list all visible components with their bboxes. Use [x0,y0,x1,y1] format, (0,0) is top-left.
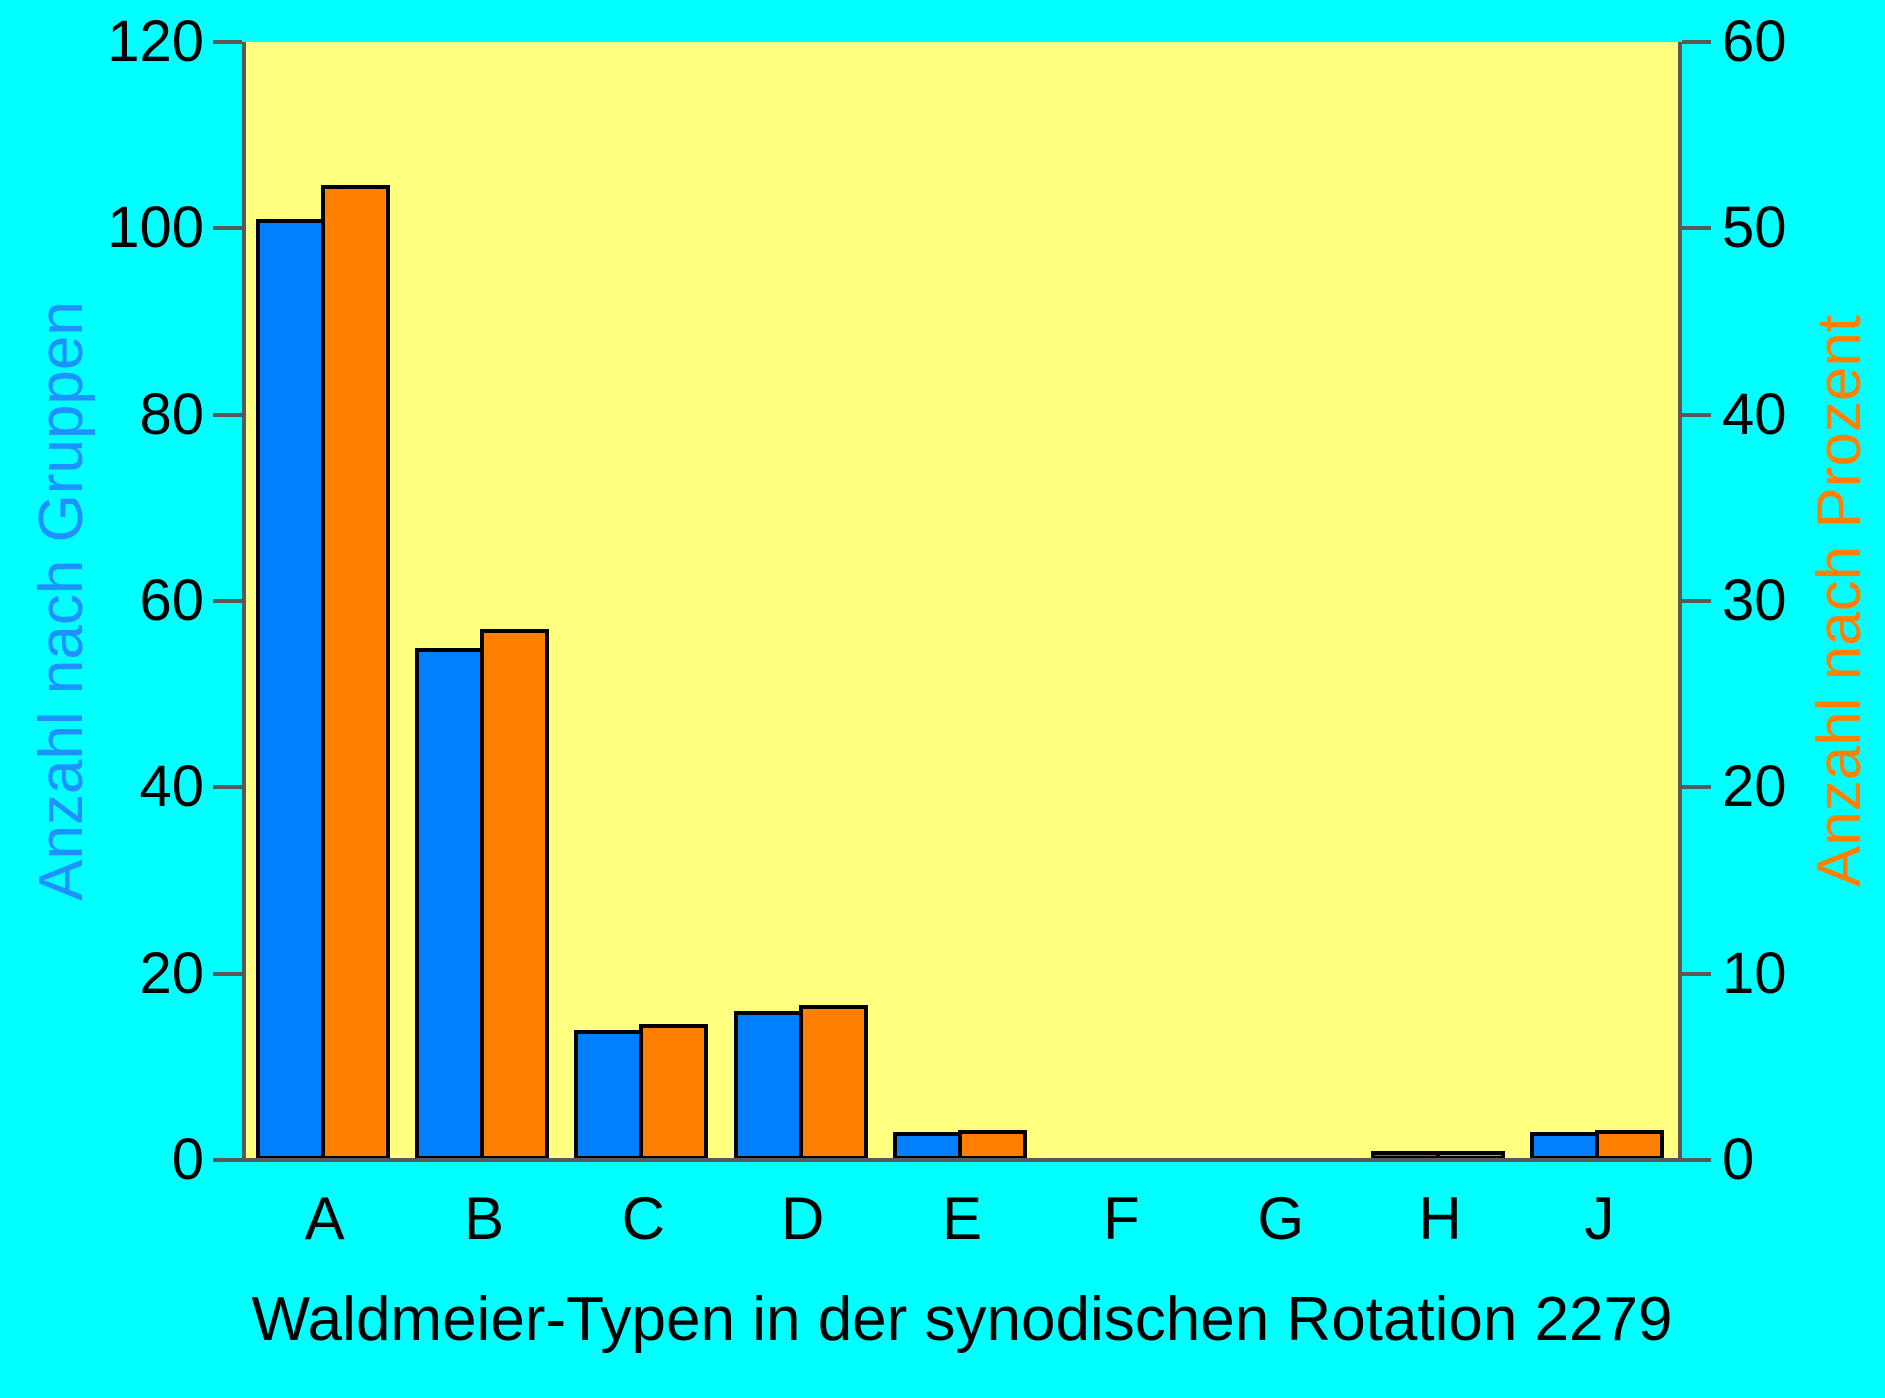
right-tick-label-20: 20 [1722,754,1787,819]
left-axis-title: Anzahl nach Gruppen [27,301,96,901]
right-tick-40 [1682,413,1711,417]
right-axis-line [1678,42,1682,1162]
bar-A-percent [320,185,390,1160]
left-tick-label-20: 20 [139,941,204,1006]
bar-E-percent [958,1130,1027,1160]
left-axis-line [242,42,246,1162]
bar-E-count [893,1132,962,1160]
right-tick-label-40: 40 [1722,382,1787,447]
bar-J-percent [1595,1130,1665,1160]
left-tick-label-80: 80 [139,382,204,447]
left-tick-label-60: 60 [139,568,204,633]
x-category-label-D: D [780,1185,825,1252]
left-tick-label-120: 120 [107,9,204,74]
right-tick-label-30: 30 [1722,568,1787,633]
left-tick-0 [213,1158,242,1162]
left-tick-120 [213,40,242,44]
x-category-label-G: G [1257,1185,1304,1252]
x-category-label-J: J [1584,1185,1615,1252]
right-tick-60 [1682,40,1711,44]
left-tick-label-40: 40 [139,754,204,819]
left-tick-40 [213,785,242,789]
x-category-label-B: B [463,1185,505,1252]
bar-A-count [255,219,325,1160]
right-tick-label-60: 60 [1722,9,1787,74]
left-tick-80 [213,413,242,417]
right-tick-20 [1682,785,1711,789]
bar-J-count [1530,1132,1600,1160]
left-tick-label-0: 0 [171,1127,204,1192]
x-category-label-E: E [941,1185,983,1252]
right-axis-title: Anzahl nach Prozent [1805,314,1874,888]
right-tick-label-0: 0 [1722,1127,1755,1192]
x-category-label-A: A [304,1185,345,1252]
x-category-label-F: F [1103,1185,1140,1252]
bar-C-count [574,1030,644,1160]
left-tick-label-100: 100 [107,195,204,260]
right-tick-label-10: 10 [1722,941,1787,1006]
left-tick-100 [213,226,242,230]
left-tick-20 [213,972,242,976]
right-tick-label-50: 50 [1722,195,1787,260]
left-tick-60 [213,599,242,603]
right-tick-10 [1682,972,1711,976]
right-tick-50 [1682,226,1711,230]
x-category-label-H: H [1418,1185,1462,1252]
x-category-label-C: C [621,1185,665,1252]
bar-D-count [733,1011,803,1160]
x-axis-title: Waldmeier-Typen in der synodischen Rotat… [251,1285,1673,1354]
bar-C-percent [639,1024,709,1160]
bar-B-percent [480,629,549,1160]
right-tick-0 [1682,1158,1711,1162]
x-axis-line [242,1158,1682,1162]
right-tick-30 [1682,599,1711,603]
bar-B-count [415,648,484,1160]
bar-D-percent [798,1005,868,1160]
